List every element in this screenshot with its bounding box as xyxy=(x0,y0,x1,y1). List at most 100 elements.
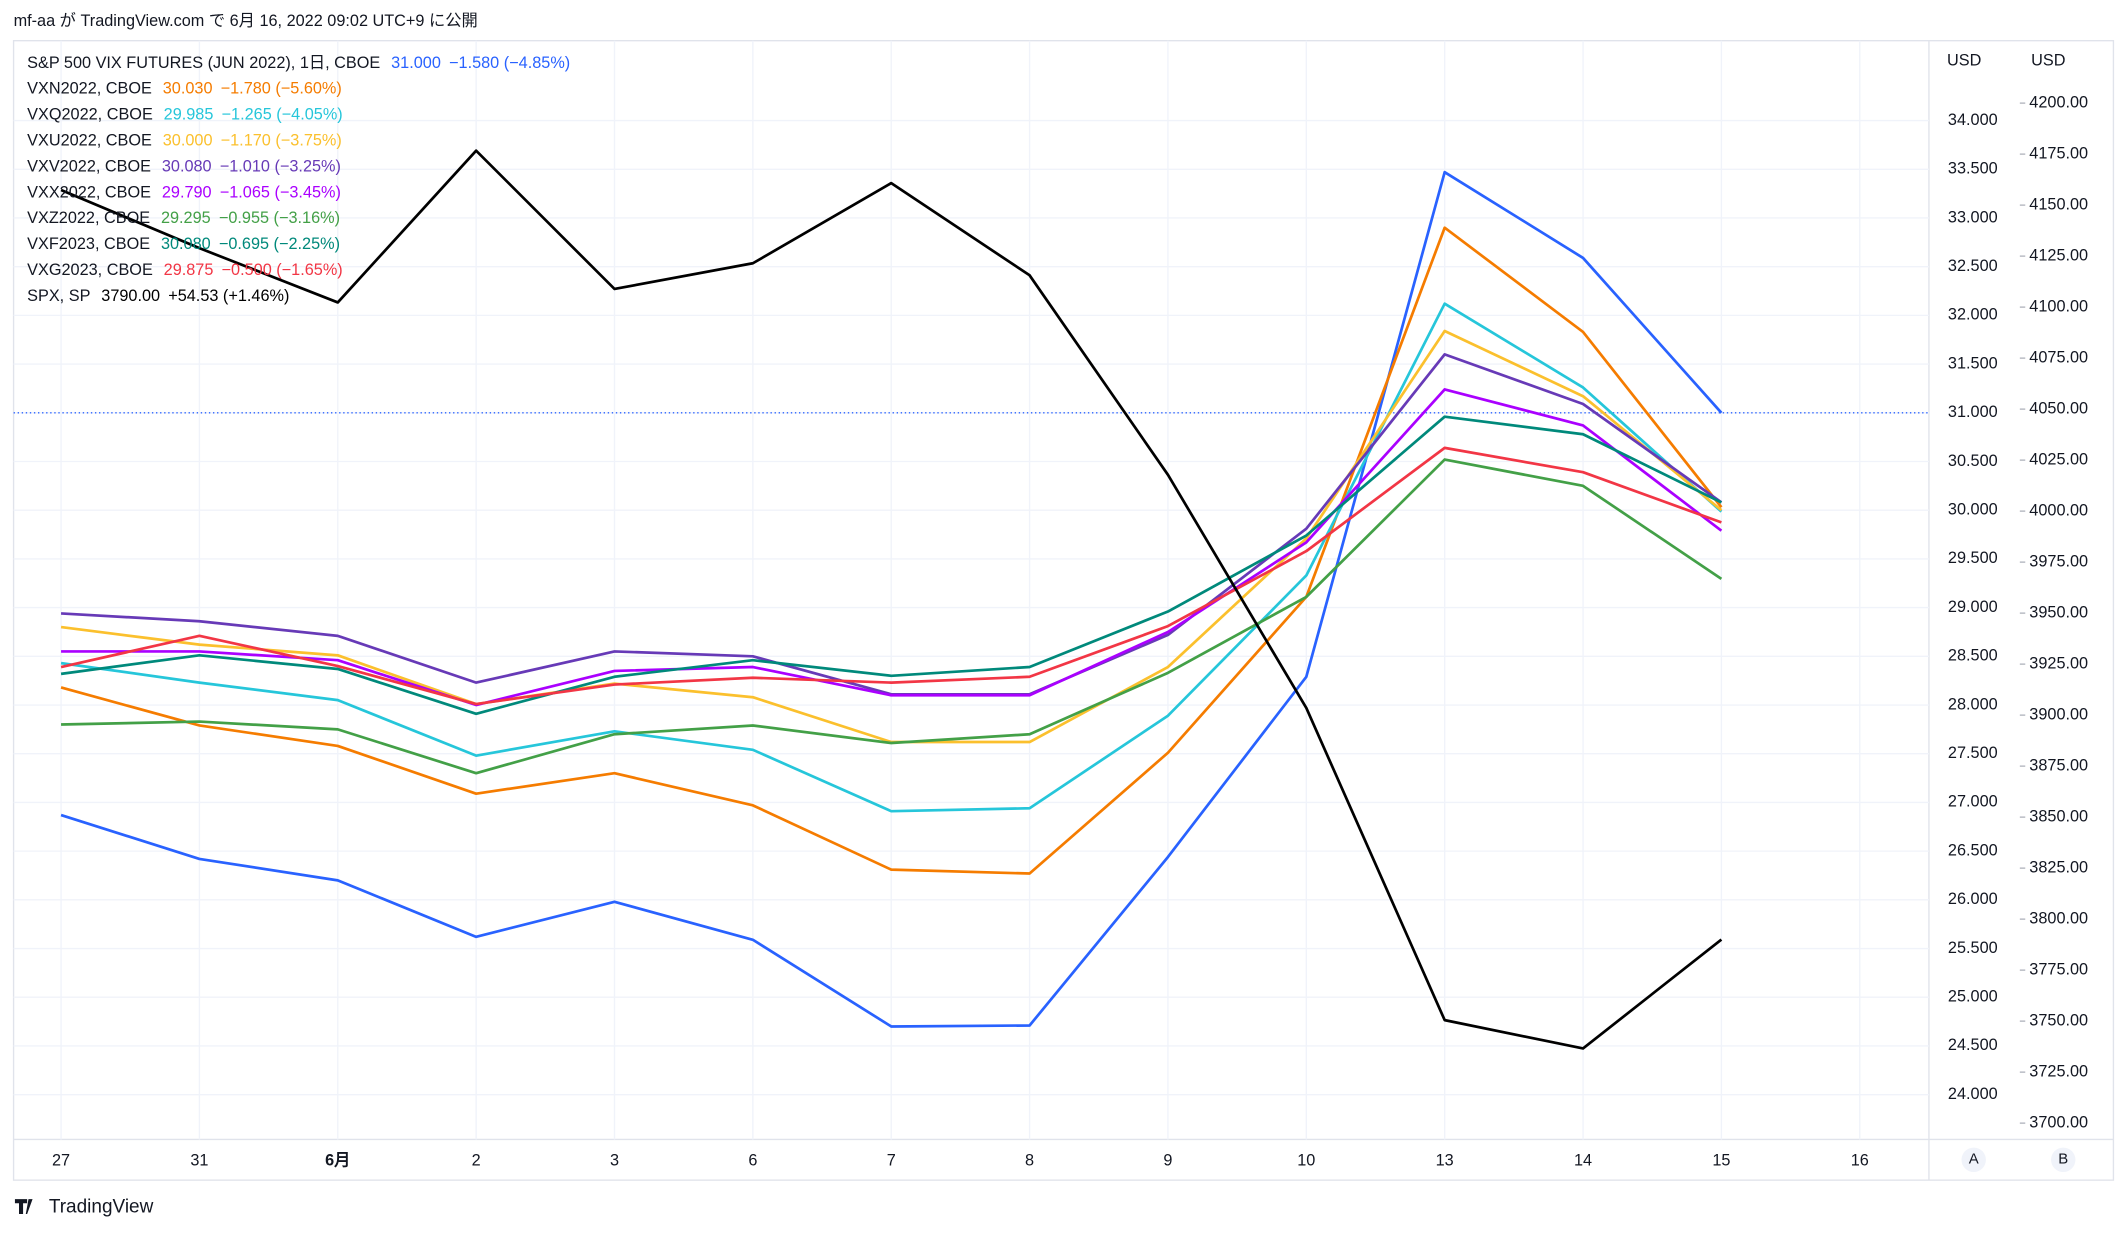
legend-change: −1.780 (−5.60%) xyxy=(221,80,342,98)
legend-change: −0.695 (−2.25%) xyxy=(219,235,340,253)
axis-badge[interactable] xyxy=(2051,1147,2076,1173)
y-tick-label: 33.500 xyxy=(1948,160,1998,178)
x-tick-label: 15 xyxy=(1712,1151,1730,1169)
x-tick-label: 3 xyxy=(610,1151,619,1169)
legend-change: −1.170 (−3.75%) xyxy=(221,132,342,150)
y-tick-label: 27.000 xyxy=(1948,793,1998,811)
legend-name: SPX, SP xyxy=(27,287,90,305)
y-tick-label: 32.000 xyxy=(1948,306,1998,324)
series-line xyxy=(61,388,1723,707)
series-line xyxy=(60,149,1723,1050)
legend-name: VXG2023, CBOE xyxy=(27,261,153,279)
y-tick-label: 31.500 xyxy=(1948,354,1998,372)
legend-entry: VXX2022, CBOE 29.790 −1.065 (−3.45%) xyxy=(27,184,341,202)
legend-name: VXZ2022, CBOE xyxy=(27,210,150,228)
y2-tick-label: 4075.00 xyxy=(2029,348,2088,366)
axis-unit: USD xyxy=(2031,51,2065,69)
y-tick-label: 26.500 xyxy=(1948,841,1998,859)
y-tick-label: 27.500 xyxy=(1948,744,1998,762)
y-tick-label: 34.000 xyxy=(1948,111,1998,129)
y-tick-label: 24.000 xyxy=(1948,1085,1998,1103)
y-tick-label: 28.000 xyxy=(1948,695,1998,713)
legend-value: 31.000 xyxy=(391,54,441,72)
y2-tick-label: 3725.00 xyxy=(2029,1062,2088,1080)
legend-entry: S&P 500 VIX FUTURES (JUN 2022), 1日, CBOE… xyxy=(27,54,570,72)
y2-tick-label: 4025.00 xyxy=(2029,450,2088,468)
y-tick-label: 25.000 xyxy=(1948,988,1998,1006)
legend-value: 30.030 xyxy=(163,80,213,98)
x-tick-label: 13 xyxy=(1436,1151,1454,1169)
axis-badge-label[interactable]: B xyxy=(2058,1151,2068,1168)
legend-name: VXQ2022, CBOE xyxy=(27,106,153,124)
x-tick-label: 14 xyxy=(1574,1151,1592,1169)
y2-tick-label: 3975.00 xyxy=(2029,552,2088,570)
legend-name: VXU2022, CBOE xyxy=(27,132,152,150)
y-tick-label: 26.000 xyxy=(1948,890,1998,908)
x-tick-label: 31 xyxy=(190,1151,208,1169)
header: mf-aa が TradingView.com で 6月 16, 2022 09… xyxy=(14,12,478,30)
y2-tick-label: 3800.00 xyxy=(2029,909,2088,927)
y-tick-label: 33.000 xyxy=(1948,208,1998,226)
legend-entry: VXF2023, CBOE 30.080 −0.695 (−2.25%) xyxy=(27,235,340,253)
legend-value: 29.790 xyxy=(162,184,212,202)
y2-tick-label: 3850.00 xyxy=(2029,807,2088,825)
legend-entry: VXU2022, CBOE 30.000 −1.170 (−3.75%) xyxy=(27,132,342,150)
legend-name: VXX2022, CBOE xyxy=(27,184,151,202)
legend-name: VXV2022, CBOE xyxy=(27,158,151,176)
x-tick-label: 6 xyxy=(748,1151,757,1169)
x-tick-label: 16 xyxy=(1851,1151,1869,1169)
x-tick-label: 27 xyxy=(52,1151,70,1169)
y2-tick-label: 3875.00 xyxy=(2029,756,2088,774)
series-line xyxy=(60,446,1722,706)
series-line xyxy=(60,170,1723,1028)
legend-value: 29.875 xyxy=(164,261,214,279)
logo xyxy=(14,1199,33,1215)
y2-tick-label: 4150.00 xyxy=(2029,195,2088,213)
x-tick-label: 7 xyxy=(887,1151,896,1169)
y2-tick-label: 3950.00 xyxy=(2029,603,2088,621)
y2-tick-label: 4125.00 xyxy=(2029,246,2088,264)
legend-change: −1.010 (−3.25%) xyxy=(220,158,341,176)
y-tick-label: 30.000 xyxy=(1948,500,1998,518)
legend-change: −1.265 (−4.05%) xyxy=(222,106,343,124)
grid: 24.000 24.500 25.000 25.500 26.000 26.500 27.0… xyxy=(13,40,2088,1169)
y2-tick-label: 3750.00 xyxy=(2029,1011,2088,1029)
legend-entry: SPX, SP 3790.00 +54.53 (+1.46%) xyxy=(27,287,289,305)
legend-change: −0.955 (−3.16%) xyxy=(219,210,340,228)
legend-entry: VXQ2022, CBOE 29.985 −1.265 (−4.05%) xyxy=(27,106,343,124)
legend-value: 29.295 xyxy=(161,210,211,228)
x-tick-label: 9 xyxy=(1163,1151,1172,1169)
y2-tick-label: 4175.00 xyxy=(2029,144,2088,162)
footer: TradingView xyxy=(49,1196,154,1217)
legend-change: −1.580 (−4.85%) xyxy=(449,54,570,72)
y2-tick-label: 4000.00 xyxy=(2029,501,2088,519)
legend-name: S&P 500 VIX FUTURES (JUN 2022), 1日, CBOE xyxy=(27,54,380,72)
y2-tick-label: 4100.00 xyxy=(2029,297,2088,315)
y-tick-label: 24.500 xyxy=(1948,1036,1998,1054)
x-tick-label: 6月 xyxy=(325,1151,350,1169)
y2-tick-label: 4200.00 xyxy=(2029,93,2088,111)
axis-unit: USD xyxy=(1947,51,1981,69)
x-tick-label: 2 xyxy=(472,1151,481,1169)
y-tick-label: 31.000 xyxy=(1948,403,1998,421)
y-tick-label: 29.000 xyxy=(1948,598,1998,616)
legend-entry: VXV2022, CBOE 30.080 −1.010 (−3.25%) xyxy=(27,158,341,176)
legend-change: −0.500 (−1.65%) xyxy=(222,261,343,279)
axis-badge[interactable] xyxy=(1961,1147,1986,1173)
legend-value: 30.080 xyxy=(161,235,211,253)
y2-tick-label: 3825.00 xyxy=(2029,858,2088,876)
series-line xyxy=(60,302,1723,813)
y2-tick-label: 3925.00 xyxy=(2029,654,2088,672)
axis-badge-label[interactable]: A xyxy=(1969,1151,1979,1168)
legend-change: −1.065 (−3.45%) xyxy=(220,184,341,202)
legend: S&P 500 VIX FUTURES (JUN 2022), 1日, CBOE… xyxy=(27,54,570,305)
x-tick-label: 10 xyxy=(1297,1151,1315,1169)
legend-value: 3790.00 xyxy=(101,287,160,305)
legend-entry: VXZ2022, CBOE 29.295 −0.955 (−3.16%) xyxy=(27,210,340,228)
y-tick-label: 30.500 xyxy=(1948,452,1998,470)
y-tick-label: 25.500 xyxy=(1948,939,1998,957)
series-line xyxy=(61,458,1723,775)
y2-tick-label: 4050.00 xyxy=(2029,399,2088,417)
